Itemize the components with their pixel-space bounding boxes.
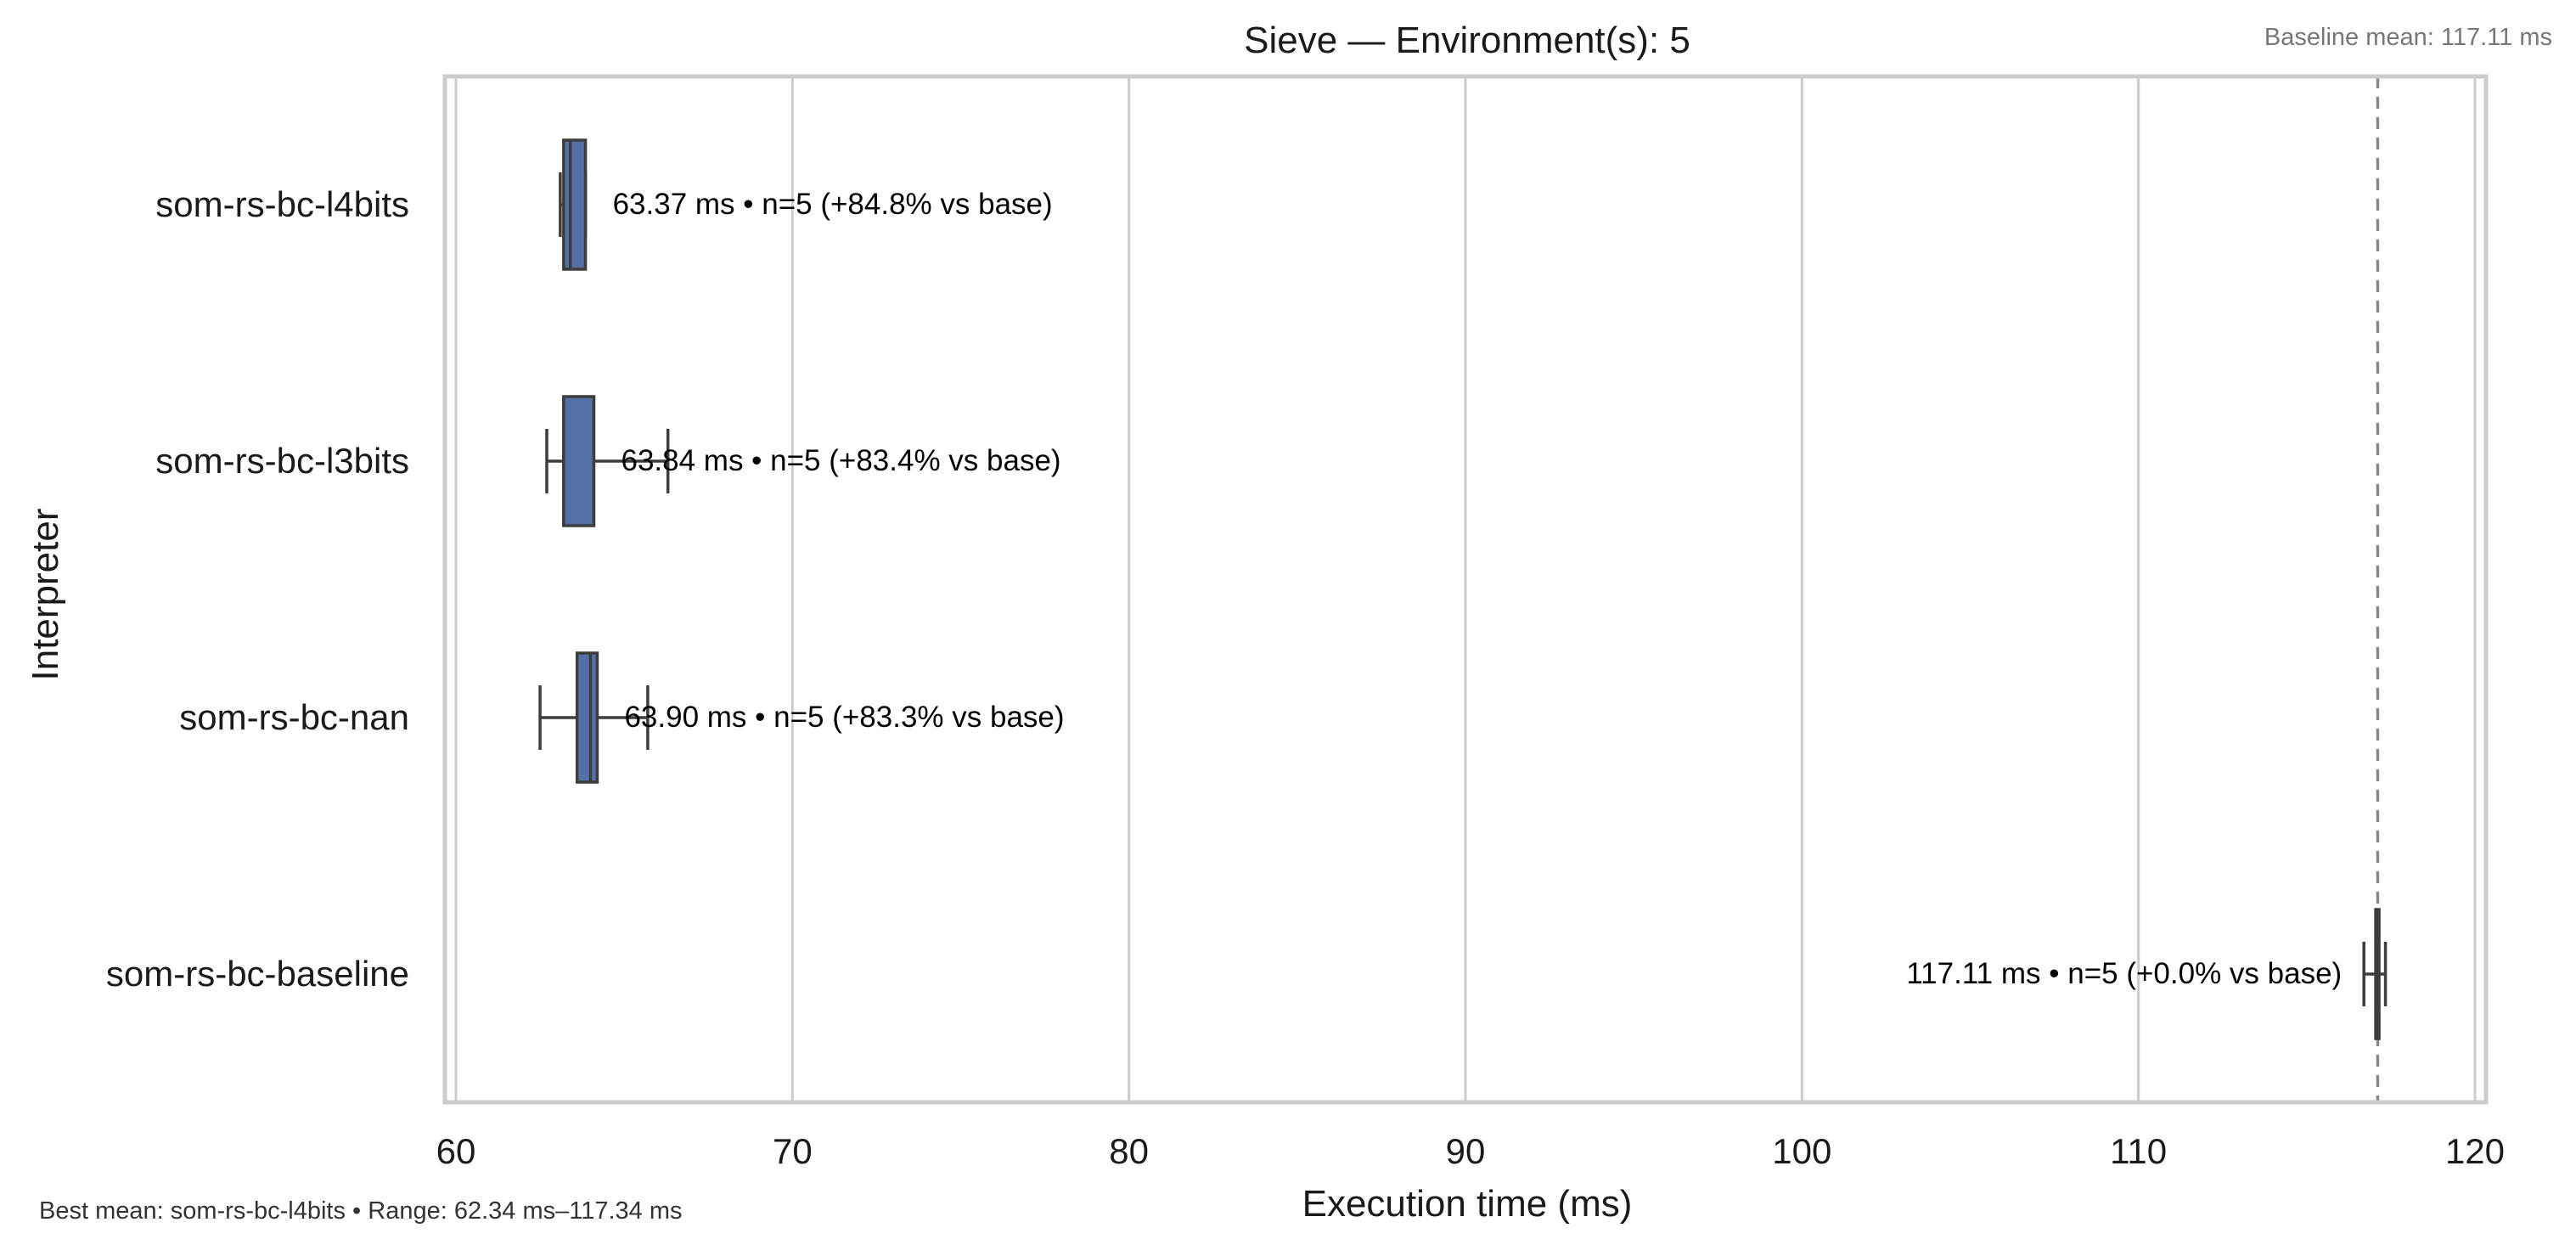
x-tick-labels: 60 70 80 90 100 110 120	[436, 1131, 2505, 1171]
box-annotation: 63.90 ms • n=5 (+83.3% vs base)	[624, 701, 1064, 734]
x-tick-label: 100	[1772, 1131, 1831, 1171]
chart-title: Sieve — Environment(s): 5	[1244, 20, 1690, 61]
x-tick-label: 90	[1446, 1131, 1486, 1171]
box-som-rs-bc-l3bits	[545, 395, 670, 527]
box-annotation: 63.84 ms • n=5 (+83.4% vs base)	[621, 444, 1060, 477]
box-iqr	[562, 138, 588, 271]
x-tick-label: 60	[436, 1131, 476, 1171]
footer-note: Best mean: som-rs-bc-l4bits • Range: 62.…	[39, 1197, 683, 1225]
y-tick-label: som-rs-bc-l4bits	[155, 184, 409, 224]
plot-frame	[442, 74, 2489, 1105]
y-tick-label: som-rs-bc-baseline	[106, 954, 409, 994]
box-som-rs-bc-l4bits	[559, 138, 588, 271]
box-annotation: 63.37 ms • n=5 (+84.8% vs base)	[613, 188, 1053, 221]
y-axis-title: Interpreter	[25, 509, 66, 681]
grid-lines	[454, 76, 2477, 1102]
y-tick-labels: som-rs-bc-l4bits som-rs-bc-l3bits som-rs-b…	[106, 184, 409, 994]
box-annotation: 117.11 ms • n=5 (+0.0% vs base)	[1906, 957, 2342, 990]
x-tick-label: 110	[2110, 1131, 2167, 1171]
x-tick-label: 70	[773, 1131, 813, 1171]
box-iqr	[562, 395, 596, 527]
baseline-note: Baseline mean: 117.11 ms	[2264, 24, 2552, 51]
x-axis-title: Execution time (ms)	[1302, 1183, 1633, 1225]
box-som-rs-bc-baseline	[2362, 908, 2388, 1040]
y-tick-label: som-rs-bc-nan	[179, 697, 409, 737]
box-som-rs-bc-nan	[538, 651, 650, 784]
y-tick-label: som-rs-bc-l3bits	[155, 441, 409, 481]
x-tick-label: 80	[1109, 1131, 1149, 1171]
box-labels: 63.37 ms • n=5 (+84.8% vs base) 63.84 ms …	[613, 188, 2343, 990]
boxes	[538, 138, 2388, 1040]
x-tick-label: 120	[2445, 1131, 2505, 1171]
box-iqr	[575, 651, 599, 784]
